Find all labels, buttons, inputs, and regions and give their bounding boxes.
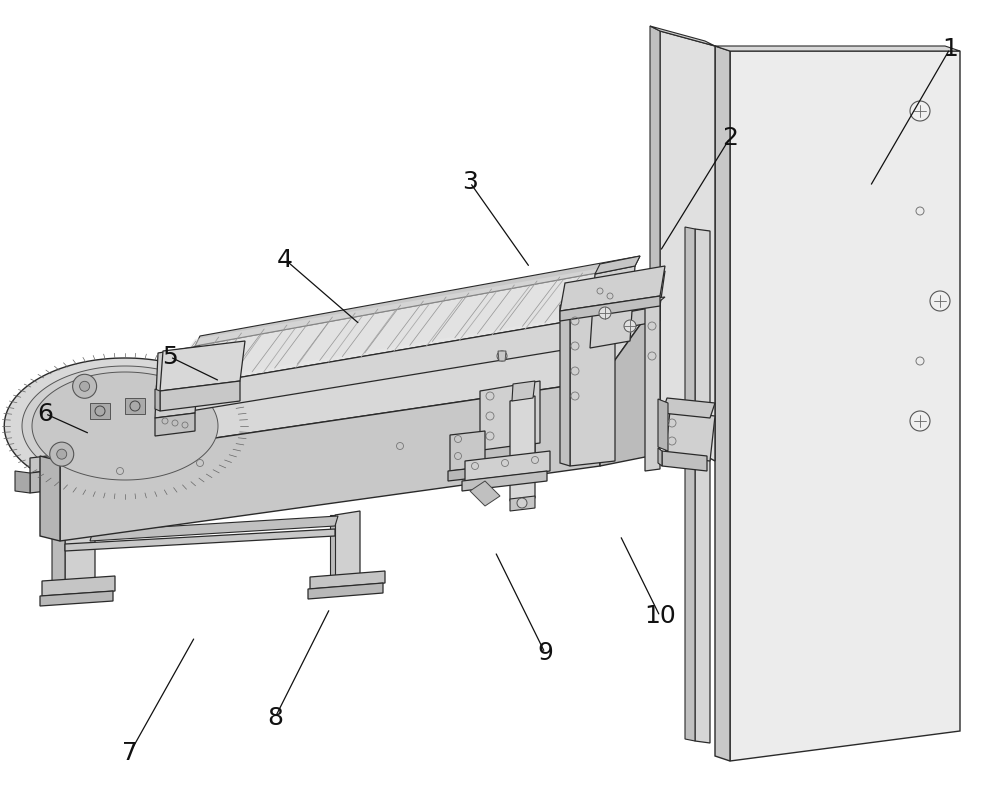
Polygon shape (645, 301, 660, 471)
Polygon shape (510, 496, 535, 511)
Polygon shape (90, 516, 338, 541)
Circle shape (624, 320, 636, 332)
Circle shape (599, 307, 611, 319)
Polygon shape (512, 381, 535, 401)
Polygon shape (308, 583, 383, 599)
Polygon shape (4, 358, 246, 494)
Polygon shape (448, 467, 483, 481)
Circle shape (156, 375, 180, 399)
Text: 8: 8 (267, 706, 283, 730)
Text: 7: 7 (122, 740, 138, 765)
Polygon shape (90, 403, 110, 419)
Polygon shape (310, 571, 385, 589)
Polygon shape (560, 296, 660, 321)
Polygon shape (662, 451, 707, 471)
Polygon shape (450, 431, 485, 471)
Polygon shape (475, 443, 535, 461)
Circle shape (57, 449, 67, 459)
Polygon shape (730, 51, 960, 761)
Circle shape (497, 351, 507, 361)
Polygon shape (650, 26, 660, 431)
Polygon shape (330, 515, 335, 583)
Text: 10: 10 (644, 604, 676, 629)
Circle shape (910, 411, 930, 431)
Polygon shape (715, 46, 730, 761)
Polygon shape (155, 346, 200, 418)
Polygon shape (590, 266, 635, 348)
Text: 6: 6 (37, 401, 53, 426)
Polygon shape (560, 305, 570, 466)
Polygon shape (715, 46, 960, 51)
Polygon shape (65, 533, 95, 591)
Polygon shape (65, 529, 335, 551)
Text: 5: 5 (162, 345, 178, 369)
Circle shape (80, 381, 90, 391)
Polygon shape (32, 372, 218, 480)
Polygon shape (160, 316, 600, 416)
Polygon shape (498, 351, 506, 361)
Circle shape (930, 291, 950, 311)
Polygon shape (660, 31, 715, 461)
Text: 2: 2 (722, 126, 738, 150)
Polygon shape (665, 411, 715, 461)
Polygon shape (600, 311, 650, 466)
Polygon shape (30, 436, 215, 473)
Polygon shape (15, 471, 30, 493)
Polygon shape (60, 311, 650, 461)
Text: 3: 3 (462, 170, 478, 195)
Polygon shape (335, 511, 360, 583)
Polygon shape (465, 451, 550, 481)
Polygon shape (155, 413, 195, 436)
Polygon shape (160, 266, 635, 391)
Text: 9: 9 (537, 641, 553, 665)
Polygon shape (662, 398, 715, 418)
Text: 1: 1 (942, 36, 958, 61)
Polygon shape (195, 256, 640, 346)
Polygon shape (595, 256, 640, 274)
Polygon shape (695, 229, 710, 743)
Polygon shape (580, 306, 660, 336)
Polygon shape (160, 341, 245, 391)
Polygon shape (40, 456, 60, 541)
Polygon shape (40, 591, 113, 606)
Polygon shape (570, 301, 615, 466)
Circle shape (517, 498, 527, 508)
Polygon shape (30, 451, 215, 493)
Polygon shape (640, 297, 665, 303)
Polygon shape (480, 381, 540, 451)
Circle shape (910, 101, 930, 121)
Polygon shape (650, 26, 715, 46)
Polygon shape (52, 537, 65, 591)
Polygon shape (560, 266, 665, 311)
Polygon shape (125, 398, 145, 414)
Polygon shape (60, 381, 600, 541)
Polygon shape (155, 389, 160, 411)
Circle shape (50, 442, 74, 466)
Polygon shape (658, 448, 662, 466)
Polygon shape (658, 399, 668, 451)
Polygon shape (470, 481, 500, 506)
Polygon shape (42, 576, 115, 596)
Polygon shape (160, 263, 630, 386)
Text: 4: 4 (277, 247, 293, 272)
Polygon shape (510, 396, 535, 501)
Polygon shape (462, 471, 547, 491)
Polygon shape (685, 227, 695, 741)
Circle shape (73, 375, 97, 398)
Polygon shape (22, 366, 228, 486)
Polygon shape (160, 381, 240, 411)
Circle shape (163, 382, 173, 393)
Polygon shape (580, 271, 665, 321)
